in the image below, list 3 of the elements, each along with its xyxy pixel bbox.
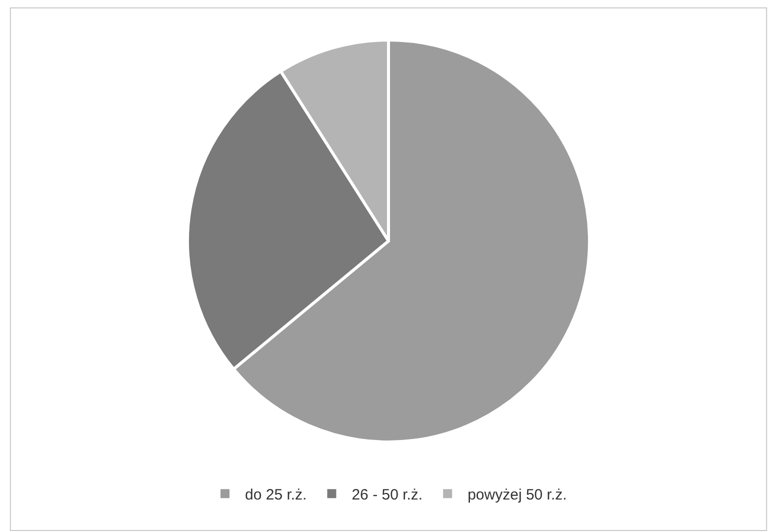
legend-label: 26 - 50 r.ż. xyxy=(352,486,423,504)
legend-label: powyżej 50 r.ż. xyxy=(468,486,567,504)
legend-label: do 25 r.ż. xyxy=(245,486,307,504)
